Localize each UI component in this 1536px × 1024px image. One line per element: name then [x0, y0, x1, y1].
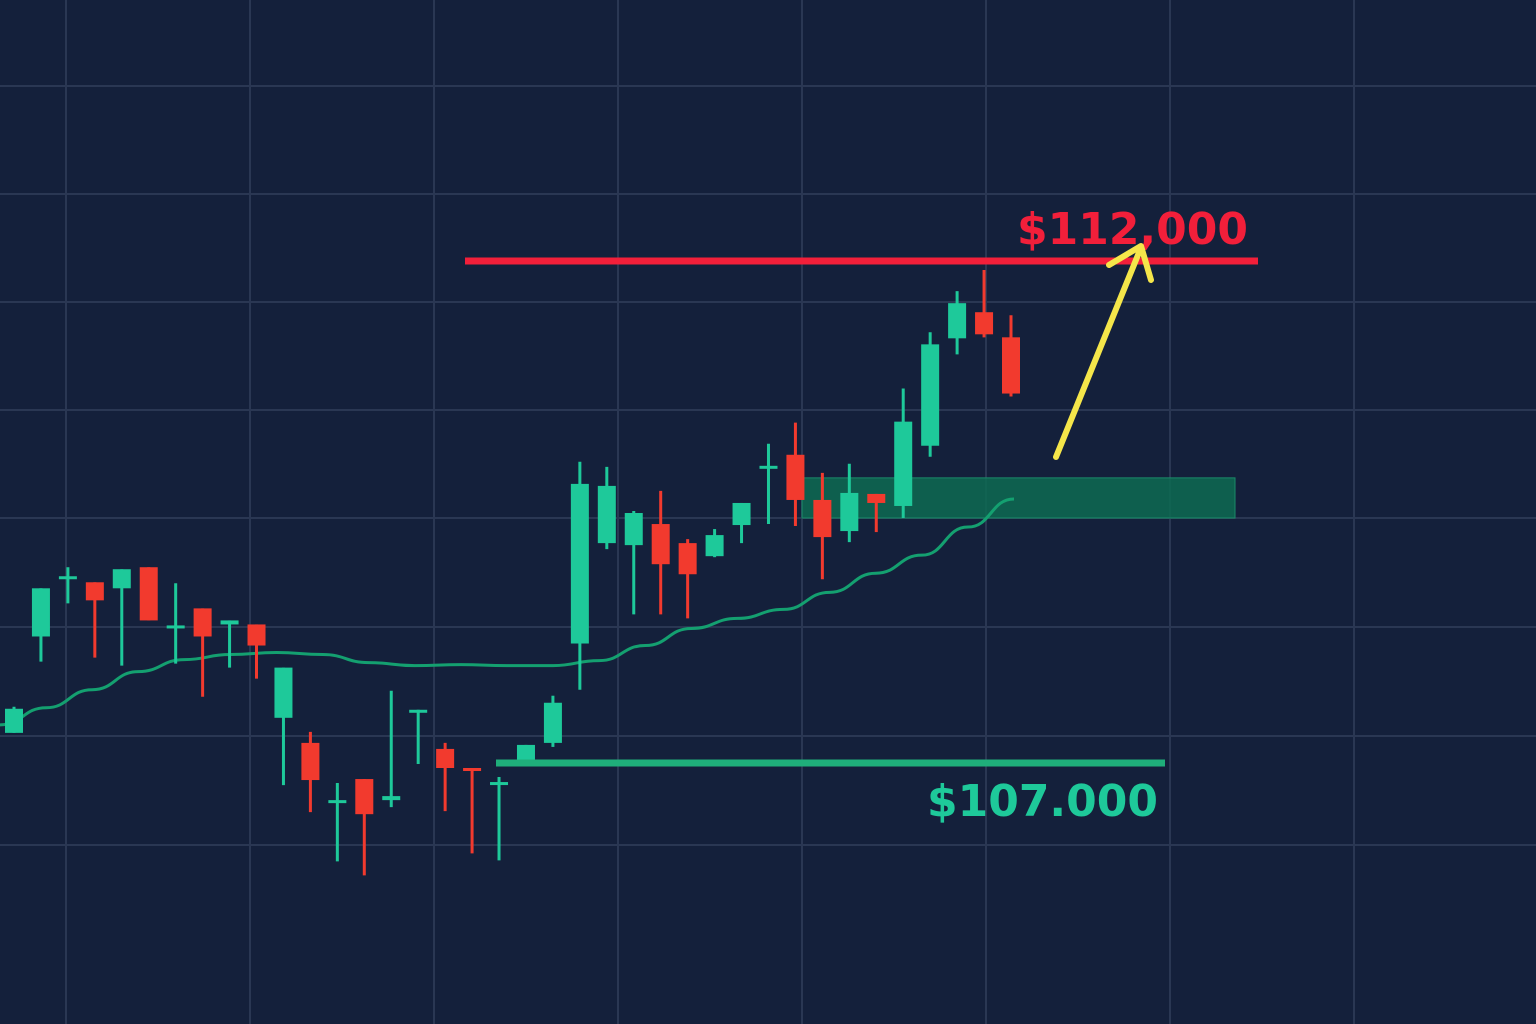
candle	[355, 779, 374, 876]
candle	[5, 706, 23, 733]
candle-body	[786, 454, 805, 500]
up-arrow-head	[1106, 243, 1154, 283]
candle	[436, 742, 455, 812]
candle-body	[651, 524, 670, 565]
up-arrow-shaft	[1053, 247, 1143, 460]
candle-body	[301, 742, 320, 781]
candle-body	[139, 567, 158, 621]
candle	[786, 422, 805, 527]
moving-average-line	[0, 497, 1015, 727]
candle	[139, 567, 158, 621]
candle	[840, 463, 859, 543]
candle	[220, 620, 239, 668]
up-arrow-icon	[1053, 243, 1154, 460]
candle-body	[5, 708, 23, 733]
candle	[813, 472, 832, 580]
candle	[705, 529, 724, 558]
candle	[382, 690, 401, 808]
candle-body	[85, 582, 104, 601]
candle-body	[894, 421, 913, 506]
candle-body	[948, 303, 967, 339]
candle-body	[328, 800, 347, 804]
demand-zone	[801, 477, 1236, 519]
candle	[193, 608, 212, 697]
candle-body	[409, 709, 428, 713]
candle	[166, 583, 185, 664]
candle-body	[921, 344, 940, 446]
candle	[301, 731, 320, 813]
candle	[975, 270, 994, 338]
candle-body	[543, 702, 562, 743]
candle-body	[597, 485, 616, 544]
candle-body	[624, 513, 643, 546]
candle-body	[274, 667, 293, 718]
candle	[463, 768, 482, 854]
candle-body	[570, 483, 589, 644]
candle-body	[516, 744, 535, 764]
candle-body	[220, 620, 239, 625]
candle	[759, 443, 778, 525]
candle	[112, 569, 131, 666]
candle-body	[678, 543, 697, 575]
candle-body	[382, 796, 401, 801]
candle-body	[247, 624, 266, 646]
candle	[570, 461, 589, 690]
candle-body	[193, 608, 212, 637]
candle	[597, 466, 616, 550]
candle	[867, 493, 886, 533]
candle	[409, 709, 428, 764]
candle	[948, 291, 967, 355]
candle	[85, 582, 104, 658]
candle	[651, 490, 670, 615]
candle	[732, 502, 751, 544]
candle	[894, 388, 913, 519]
resistance-label: $112,000	[1017, 204, 1248, 255]
candle-body	[58, 576, 77, 580]
candle-body	[355, 779, 374, 815]
candle	[543, 695, 562, 747]
candle	[624, 510, 643, 615]
candle-body	[975, 312, 994, 335]
candle-body	[31, 588, 50, 637]
candle	[274, 667, 293, 786]
candle	[58, 567, 77, 604]
candles	[5, 270, 1020, 876]
candle	[31, 588, 50, 662]
candle	[490, 777, 509, 861]
candle-body	[813, 499, 832, 538]
candle-body	[732, 502, 751, 526]
candle-body	[490, 782, 509, 786]
candle-body	[463, 768, 482, 772]
support-label: $107.000	[927, 776, 1158, 827]
candle-body	[759, 465, 778, 469]
candle-body	[840, 492, 859, 532]
candle-body	[112, 569, 131, 589]
candle-body	[166, 625, 185, 629]
candle	[1002, 315, 1020, 397]
candle	[921, 332, 940, 457]
candle-body	[705, 535, 724, 557]
candle	[247, 624, 266, 679]
candle-body	[436, 748, 455, 768]
candle-body	[1002, 337, 1020, 394]
candle	[678, 539, 697, 619]
candle	[328, 783, 347, 862]
candle-body	[867, 493, 886, 503]
